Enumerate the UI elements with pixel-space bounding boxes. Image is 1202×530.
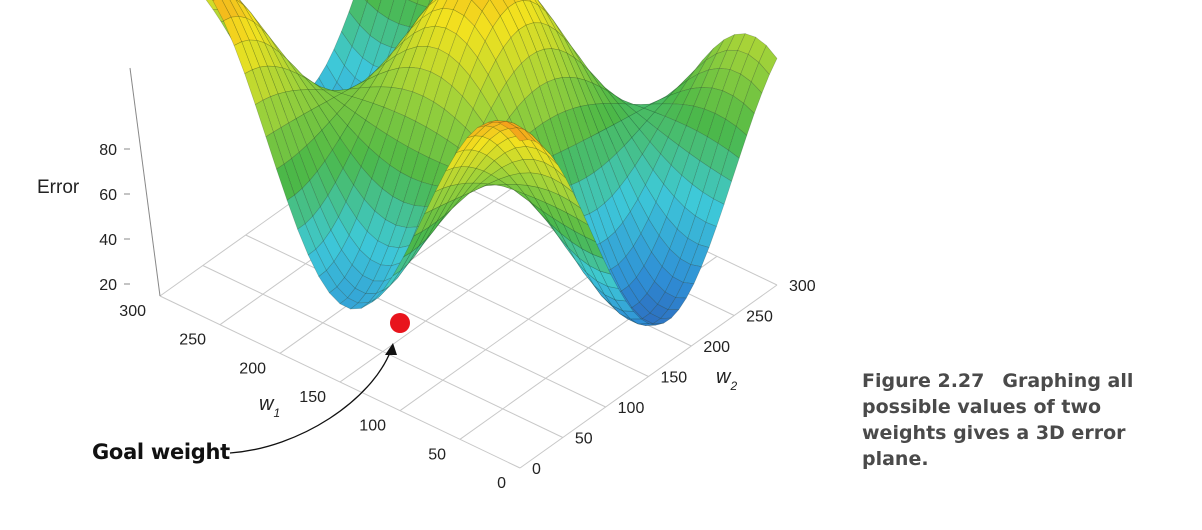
w1-tick-label: 250 (179, 332, 206, 349)
surface-patch (502, 36, 522, 73)
w1-tick-label: 100 (359, 418, 386, 435)
surface-patch (675, 282, 695, 299)
surface-patch (557, 235, 577, 262)
surface-patch (599, 270, 619, 289)
surface-patch (428, 0, 437, 6)
annotation-arrow-line (229, 349, 392, 454)
surface-patch (587, 103, 607, 134)
floor-grid-line (202, 265, 564, 438)
surface-patch (356, 71, 375, 86)
surface-patch (607, 285, 627, 302)
w2-tick-label: 100 (618, 400, 645, 417)
surface-patch (358, 73, 379, 89)
z-axis-label: Error (37, 177, 80, 198)
surface-patch (418, 0, 434, 18)
surface-patch (524, 91, 543, 130)
w2-axis-label: w2 (716, 366, 737, 393)
w1-tick-label: 200 (239, 360, 266, 377)
surface-patch (235, 0, 244, 5)
surface-patch (562, 183, 582, 209)
surface-patch (705, 198, 725, 227)
z-axis: 20 40 60 80 (99, 67, 161, 297)
surface-patch (539, 143, 559, 166)
surface-patch (416, 25, 436, 48)
surface-patch (431, 0, 448, 12)
w1-tick-label: 0 (497, 475, 506, 492)
surface-patch (505, 71, 525, 109)
surface-patch (349, 302, 370, 310)
surface-patch (495, 47, 515, 84)
w2-tick-label: 250 (746, 309, 773, 326)
surface-patch (554, 168, 574, 193)
w1-tick-label: 50 (428, 446, 446, 463)
w2-tick-label: 200 (703, 339, 730, 356)
surface-patch (212, 0, 215, 1)
z-tick-label: 80 (99, 142, 117, 159)
surface-patch (253, 21, 273, 48)
z-tick-label: 40 (99, 232, 117, 249)
w1-axis-label: w1 (259, 393, 280, 420)
figure-caption: Figure 2.27 Graphing all possible values … (862, 368, 1162, 472)
surface-patch (646, 111, 666, 130)
surface-patch (522, 158, 542, 175)
surface-patch (619, 313, 639, 325)
floor-grid-line (159, 295, 521, 469)
z-axis-line (129, 67, 161, 297)
surface-patch (392, 252, 412, 276)
surface-patch (537, 186, 557, 209)
surface-patch (424, 187, 444, 215)
surface-patch (354, 275, 374, 294)
surface-patch (682, 264, 702, 285)
surface-patch (603, 293, 624, 312)
z-tick-label: 20 (99, 277, 117, 294)
surface-patch (254, 99, 274, 138)
w2-tick-label: 150 (661, 370, 688, 387)
surface-patch (233, 41, 253, 75)
error-surface (205, 0, 778, 326)
axis-ticks: 0 50 100 150 200 250 300 0 50 100 150 200 250 300 (119, 278, 816, 492)
w2-tick-label: 0 (532, 461, 541, 478)
w2-tick-label: 50 (575, 431, 593, 448)
figure-caption-text: Graphing all possible values of two weig… (862, 370, 1134, 470)
annotation-arrow-head (385, 343, 397, 355)
w1-tick-label: 300 (119, 303, 146, 320)
surface-patch (522, 0, 532, 2)
surface-patch (297, 223, 317, 256)
z-tick-label: 60 (99, 187, 117, 204)
surface-patch (700, 67, 720, 89)
floor-grid-line (245, 234, 606, 408)
surface-patch (212, 0, 232, 22)
surface-patch (524, 129, 543, 147)
surface-patch (572, 106, 592, 141)
goal-weight-marker (390, 313, 410, 333)
surface-patch (442, 166, 462, 189)
w1-tick-label: 150 (299, 389, 326, 406)
surface-patch (542, 210, 562, 234)
surface-patch (581, 63, 601, 88)
surface-patch (659, 309, 680, 319)
surface-patch (568, 247, 587, 273)
surface-patch (508, 127, 529, 142)
surface-patch (364, 0, 369, 3)
surface-patch (402, 230, 423, 258)
w2-tick-label: 300 (789, 278, 816, 295)
surface-patch (407, 238, 427, 264)
figure-number: Figure 2.27 (862, 370, 985, 392)
goal-weight-annotation: Goal weight (92, 440, 230, 464)
surface-patch (735, 102, 755, 136)
